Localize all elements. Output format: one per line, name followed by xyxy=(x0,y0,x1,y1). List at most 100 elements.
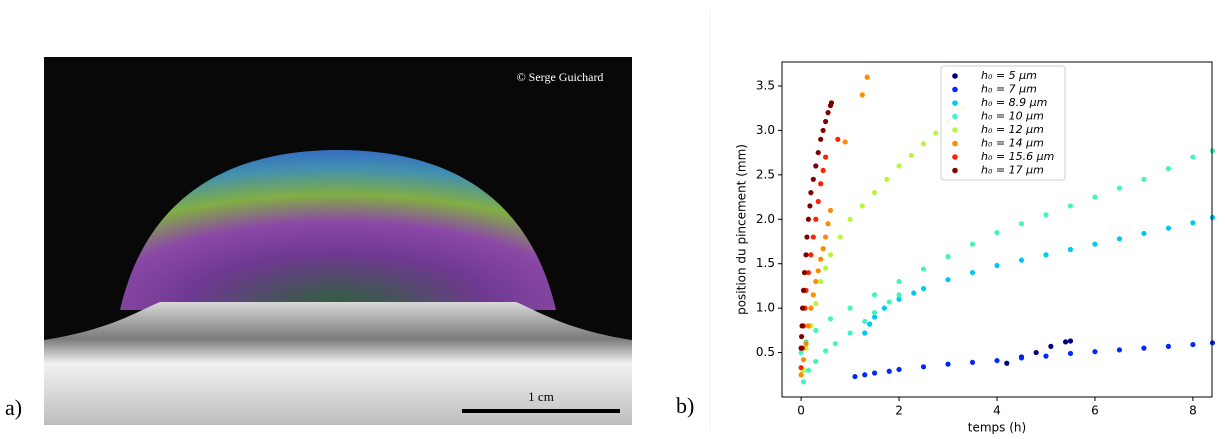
point xyxy=(837,234,843,240)
legend-marker xyxy=(952,127,958,133)
point xyxy=(798,333,805,340)
point xyxy=(969,359,976,365)
point xyxy=(886,299,892,305)
point xyxy=(815,198,821,205)
point xyxy=(810,292,816,298)
bubble xyxy=(120,150,556,310)
legend-marker xyxy=(952,100,958,106)
point xyxy=(827,207,834,213)
point xyxy=(945,277,951,283)
point xyxy=(813,358,819,365)
point xyxy=(1092,194,1098,200)
point xyxy=(820,167,826,174)
point xyxy=(813,278,819,285)
axes-frame xyxy=(781,61,1213,398)
point xyxy=(804,234,810,240)
point xyxy=(862,318,868,325)
point xyxy=(820,127,826,134)
point xyxy=(813,163,819,169)
legend-label: h₀ = 10 μm xyxy=(981,110,1044,123)
support xyxy=(44,302,632,425)
point xyxy=(969,269,976,276)
point xyxy=(805,216,812,222)
legend-marker xyxy=(952,154,958,160)
point xyxy=(884,176,890,182)
point xyxy=(994,230,1000,236)
legend-label: h₀ = 17 μm xyxy=(981,164,1044,177)
point xyxy=(871,314,878,320)
point xyxy=(1092,349,1098,355)
point xyxy=(911,290,917,296)
point xyxy=(799,305,806,311)
point xyxy=(828,100,835,106)
point xyxy=(822,234,829,240)
point xyxy=(813,327,819,333)
point xyxy=(1165,225,1172,231)
point xyxy=(1116,236,1123,242)
point xyxy=(815,150,821,156)
point xyxy=(1018,355,1025,361)
point xyxy=(1067,338,1074,344)
point xyxy=(800,379,807,385)
point xyxy=(801,269,808,276)
point xyxy=(808,190,814,196)
point xyxy=(827,316,834,322)
legend-label: h₀ = 7 μm xyxy=(981,83,1037,96)
point xyxy=(810,176,816,182)
point xyxy=(1018,221,1025,227)
point xyxy=(1141,345,1147,351)
point xyxy=(867,321,873,327)
y-axis-label: position du pincement (mm) xyxy=(735,144,749,315)
point xyxy=(810,234,816,240)
x-tick-label: 2 xyxy=(895,404,903,418)
point xyxy=(807,203,813,209)
point xyxy=(798,345,804,351)
point xyxy=(920,285,927,292)
legend-box xyxy=(940,65,1066,181)
legend-label: h₀ = 12 μm xyxy=(981,123,1044,136)
x-tick-label: 4 xyxy=(993,404,1001,418)
point xyxy=(818,256,824,262)
point xyxy=(798,365,804,371)
point xyxy=(827,252,834,258)
point xyxy=(859,203,865,209)
point xyxy=(818,181,824,187)
point xyxy=(818,136,824,142)
point xyxy=(1116,185,1123,191)
point xyxy=(945,361,951,367)
point xyxy=(871,292,878,298)
point xyxy=(1190,341,1196,348)
y-tick-label: 2.5 xyxy=(756,167,775,181)
point xyxy=(798,372,804,378)
y-tick-label: 1.0 xyxy=(756,301,775,315)
point xyxy=(847,330,853,336)
legend-marker xyxy=(952,113,958,120)
point xyxy=(896,296,902,302)
point xyxy=(933,130,939,136)
y-tick-label: 1.5 xyxy=(756,256,775,270)
y-tick-label: 0.5 xyxy=(756,345,775,359)
point xyxy=(822,118,829,125)
point xyxy=(920,141,927,147)
point xyxy=(1141,176,1147,182)
point xyxy=(896,366,902,373)
point xyxy=(1062,339,1069,345)
point xyxy=(1165,166,1172,172)
point xyxy=(842,139,848,145)
point xyxy=(805,367,812,373)
point xyxy=(1043,212,1049,218)
legend-label: h₀ = 5 μm xyxy=(981,69,1037,82)
point xyxy=(969,241,976,247)
y-tick-label: 3.5 xyxy=(756,78,775,92)
point xyxy=(825,221,831,227)
point xyxy=(805,269,812,276)
point xyxy=(945,254,951,260)
point xyxy=(813,301,819,307)
point xyxy=(871,370,878,376)
legend-label: h₀ = 8.9 μm xyxy=(981,96,1047,109)
point xyxy=(908,152,914,158)
scale-label: 1 cm xyxy=(528,389,554,404)
point xyxy=(847,216,853,222)
point xyxy=(871,309,878,316)
